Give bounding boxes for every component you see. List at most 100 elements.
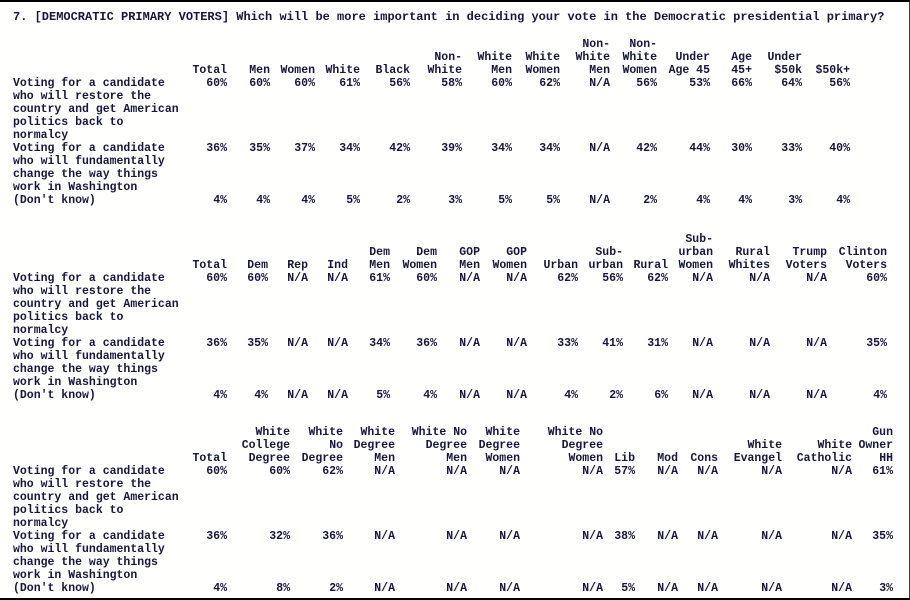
column-header: GOP Women — [492, 246, 527, 272]
data-cell: 36% — [206, 337, 227, 350]
data-cell: N/A — [459, 337, 480, 350]
data-cell: N/A — [327, 272, 348, 285]
data-cell: 62% — [647, 272, 668, 285]
data-cell: 4% — [564, 389, 578, 402]
table-row: Voting for a candidate who will fundament… — [0, 337, 887, 389]
column-header: Rural — [633, 259, 668, 272]
data-cell: 56% — [389, 77, 410, 90]
data-cell: 42% — [389, 142, 410, 155]
data-cell: 35% — [247, 337, 268, 350]
data-cell: N/A — [589, 77, 610, 90]
header-spacer — [0, 38, 173, 77]
data-cell: N/A — [692, 337, 713, 350]
data-cell: 34% — [491, 142, 512, 155]
data-cell: 57% — [614, 465, 635, 478]
column-header: Under Age 45 — [668, 51, 710, 77]
data-cell: 64% — [781, 77, 802, 90]
table-row: Voting for a candidate who will restore t… — [0, 272, 887, 337]
column-header: White — [325, 64, 360, 77]
table-row: Voting for a candidate who will restore t… — [0, 77, 850, 142]
data-cell: 3% — [879, 582, 893, 595]
column-header: Ind — [327, 259, 348, 272]
data-cell: 35% — [866, 337, 887, 350]
data-cell: N/A — [749, 389, 770, 402]
data-cell: 5% — [346, 194, 360, 207]
data-cell: 60% — [247, 272, 268, 285]
table-row: Voting for a candidate who will fundament… — [0, 142, 850, 194]
data-cell: 34% — [369, 337, 390, 350]
data-cell: N/A — [589, 194, 610, 207]
crosstab-table-2: Total Dem Rep Ind Dem Men Dem Women GOP Men GOP Wom… — [0, 233, 887, 402]
data-cell: N/A — [327, 337, 348, 350]
data-cell: 36% — [416, 337, 437, 350]
data-cell: N/A — [446, 582, 467, 595]
data-cell: N/A — [761, 530, 782, 543]
column-header: Dem — [247, 259, 268, 272]
header-spacer — [0, 426, 173, 465]
crosstab-table-3: Total White College Degree White No Degree Whit… — [0, 426, 893, 595]
data-cell: 60% — [491, 77, 512, 90]
data-cell: 41% — [602, 337, 623, 350]
data-cell: N/A — [657, 582, 678, 595]
data-cell: 42% — [636, 142, 657, 155]
column-header: White No Degree Women — [547, 426, 603, 465]
column-header: Rep — [287, 259, 308, 272]
header-spacer — [0, 233, 173, 272]
data-cell: N/A — [582, 582, 603, 595]
column-header: Lib — [614, 452, 635, 465]
data-cell: 4% — [696, 194, 710, 207]
column-header: White Evangel — [733, 439, 782, 465]
data-cell: N/A — [749, 337, 770, 350]
data-cell: 56% — [602, 272, 623, 285]
table-row: Voting for a candidate who will restore t… — [0, 465, 893, 530]
data-cell: N/A — [697, 465, 718, 478]
data-cell: N/A — [287, 337, 308, 350]
column-header: Sub-urban — [588, 246, 623, 272]
column-header: Urban — [543, 259, 578, 272]
column-header: Non- White Women — [622, 38, 657, 77]
data-cell: N/A — [831, 530, 852, 543]
data-cell: N/A — [582, 530, 603, 543]
row-label: (Don't know) — [13, 389, 96, 402]
data-cell: N/A — [459, 389, 480, 402]
column-header: $50k+ — [815, 64, 850, 77]
data-cell: 35% — [872, 530, 893, 543]
row-label: Voting for a candidate who will fundament… — [13, 337, 165, 389]
data-cell: N/A — [692, 272, 713, 285]
row-label: Voting for a candidate who will restore t… — [13, 272, 179, 337]
data-cell: 60% — [269, 465, 290, 478]
column-header: Non- White — [427, 51, 462, 77]
header-row: Total Men Women White Black Non- White White Men… — [0, 38, 850, 77]
data-cell: 60% — [294, 77, 315, 90]
column-header: Mod — [657, 452, 678, 465]
column-header: GOP Men — [459, 246, 480, 272]
column-header: Men — [249, 64, 270, 77]
data-cell: N/A — [374, 465, 395, 478]
data-cell: 61% — [339, 77, 360, 90]
data-cell: N/A — [446, 530, 467, 543]
data-cell: N/A — [692, 389, 713, 402]
data-cell: N/A — [697, 530, 718, 543]
data-cell: 58% — [441, 77, 462, 90]
column-header: Total — [192, 259, 227, 272]
data-cell: 34% — [339, 142, 360, 155]
row-label: (Don't know) — [13, 194, 96, 207]
data-cell: N/A — [761, 465, 782, 478]
data-cell: N/A — [761, 582, 782, 595]
column-header: Dem Women — [402, 246, 437, 272]
data-cell: N/A — [831, 582, 852, 595]
data-cell: N/A — [287, 272, 308, 285]
column-header: Dem Men — [369, 246, 390, 272]
column-header: Gun Owner HH — [858, 426, 893, 465]
column-header: White Women — [525, 51, 560, 77]
data-cell: 40% — [829, 142, 850, 155]
header-row: Total Dem Rep Ind Dem Men Dem Women GOP Men GOP Wom… — [0, 233, 887, 272]
data-cell: 8% — [276, 582, 290, 595]
data-cell: N/A — [589, 142, 610, 155]
column-header: White No Degree — [301, 426, 343, 465]
data-cell: N/A — [506, 337, 527, 350]
data-cell: 56% — [636, 77, 657, 90]
column-header: White No Degree Men — [411, 426, 467, 465]
column-header: Trump Voters — [785, 246, 827, 272]
